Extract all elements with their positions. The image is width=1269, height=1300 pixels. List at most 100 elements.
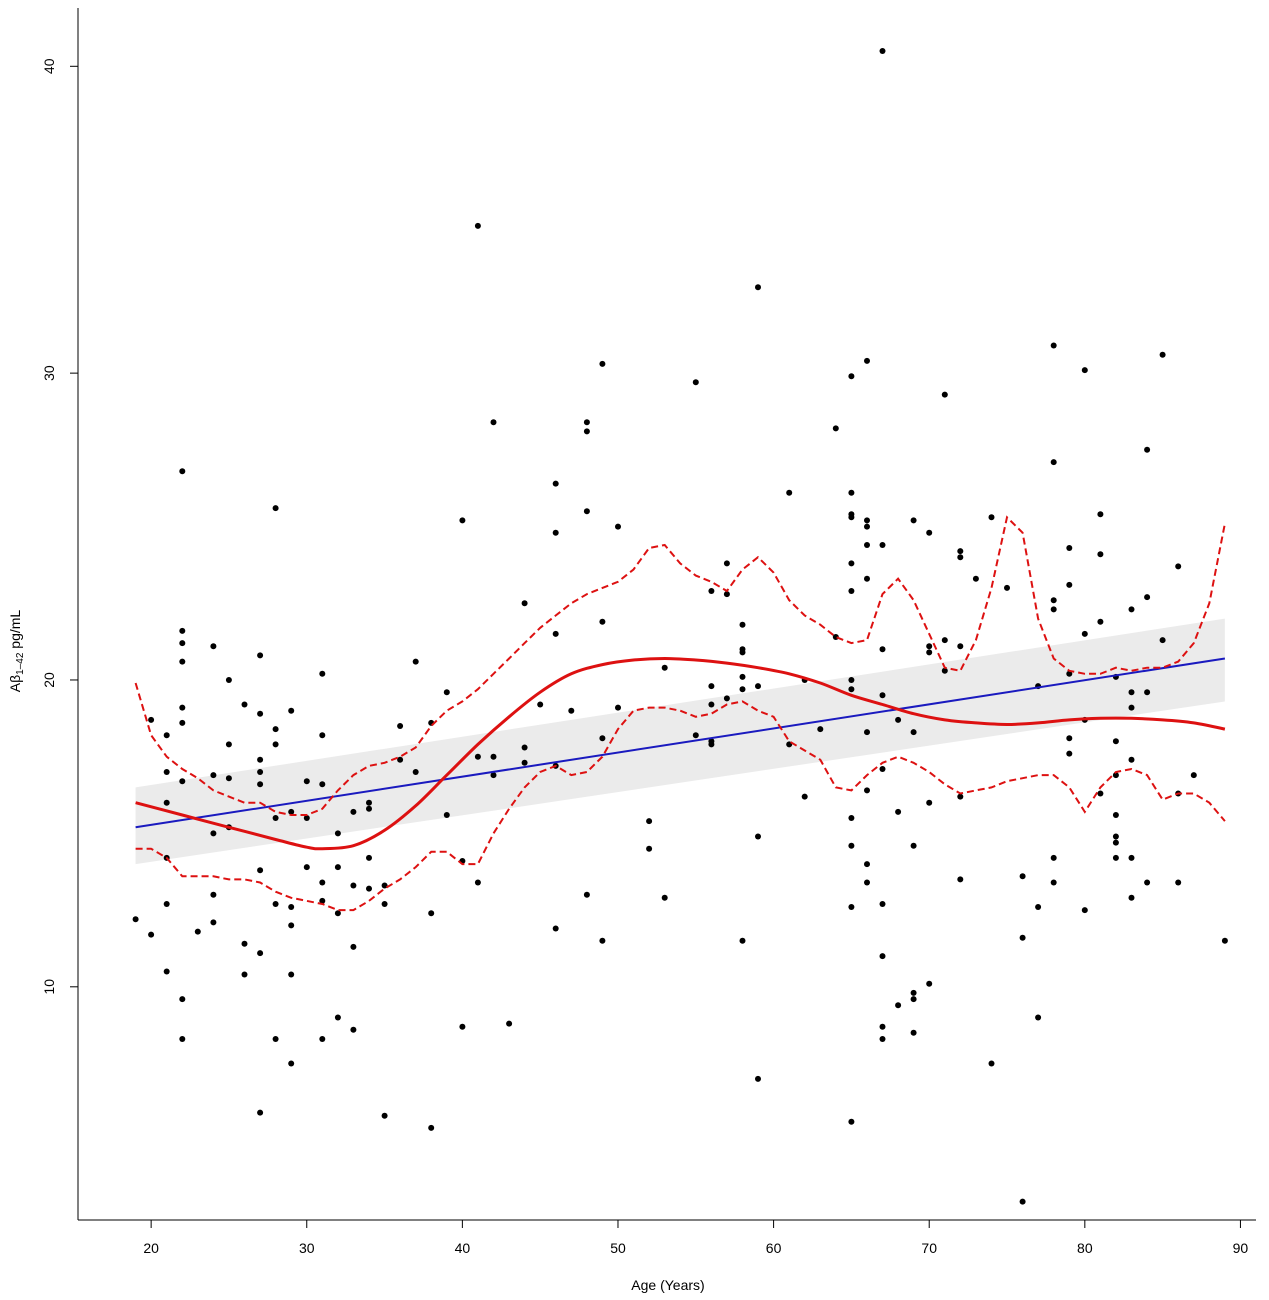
data-point bbox=[521, 744, 528, 751]
y-axis-title-unit: pg/mL bbox=[7, 610, 23, 653]
data-point bbox=[552, 630, 559, 637]
data-point bbox=[381, 882, 388, 889]
data-point bbox=[957, 793, 964, 800]
data-point bbox=[1128, 606, 1135, 613]
data-point bbox=[926, 643, 933, 650]
data-point bbox=[288, 808, 295, 815]
data-point bbox=[832, 425, 839, 432]
data-point bbox=[1144, 689, 1151, 696]
data-point bbox=[257, 710, 264, 717]
x-tick-label: 80 bbox=[1077, 1240, 1093, 1256]
data-point bbox=[163, 968, 170, 975]
data-point bbox=[552, 480, 559, 487]
data-point bbox=[895, 808, 902, 815]
data-point bbox=[428, 910, 435, 917]
data-point bbox=[864, 517, 870, 524]
y-axis-title: Aβ1–42 pg/mL bbox=[7, 610, 26, 693]
data-point bbox=[288, 922, 295, 929]
data-point bbox=[1066, 670, 1073, 677]
data-point bbox=[1112, 812, 1119, 818]
data-point bbox=[319, 897, 326, 904]
data-point bbox=[366, 854, 372, 861]
data-point bbox=[692, 732, 699, 739]
data-point bbox=[443, 812, 450, 818]
data-point bbox=[646, 818, 653, 825]
data-point bbox=[739, 937, 746, 944]
data-point bbox=[1128, 689, 1135, 696]
data-point bbox=[366, 805, 372, 812]
data-point bbox=[864, 787, 870, 794]
data-point bbox=[1112, 833, 1119, 840]
data-point bbox=[988, 514, 995, 521]
data-point bbox=[179, 996, 186, 1003]
x-tick-label: 60 bbox=[766, 1240, 782, 1256]
data-point bbox=[1159, 637, 1166, 644]
data-point bbox=[848, 815, 855, 821]
data-point bbox=[552, 529, 559, 536]
data-point bbox=[1112, 772, 1119, 779]
data-points-layer bbox=[132, 48, 1228, 1205]
data-point bbox=[848, 514, 855, 521]
x-tick-label: 90 bbox=[1233, 1240, 1249, 1256]
data-point bbox=[941, 637, 948, 644]
y-axis-title-main: Aβ bbox=[7, 675, 23, 692]
data-point bbox=[864, 523, 870, 530]
data-point bbox=[1097, 618, 1104, 625]
data-point bbox=[350, 882, 357, 889]
data-point bbox=[910, 517, 917, 524]
data-point bbox=[848, 842, 855, 849]
data-point bbox=[288, 1060, 295, 1067]
data-point bbox=[739, 621, 746, 628]
data-point bbox=[723, 560, 730, 567]
data-point bbox=[957, 643, 964, 650]
data-point bbox=[148, 931, 155, 938]
data-point bbox=[288, 971, 295, 978]
data-point bbox=[1081, 367, 1088, 374]
data-point bbox=[692, 379, 699, 386]
data-point bbox=[210, 643, 217, 650]
data-point bbox=[350, 943, 357, 950]
data-point bbox=[879, 542, 886, 548]
linear-fit-line bbox=[135, 657, 1226, 829]
data-point bbox=[864, 879, 870, 886]
data-point bbox=[474, 222, 481, 229]
data-point bbox=[179, 640, 186, 647]
data-point bbox=[490, 772, 497, 779]
data-point bbox=[1050, 459, 1057, 466]
axes-layer: 20 30 40 50 60 70 80 90 10 20 30 40 bbox=[41, 8, 1256, 1256]
data-point bbox=[1050, 606, 1057, 613]
data-point bbox=[583, 891, 590, 898]
data-point bbox=[926, 529, 933, 536]
x-axis-title: Age (Years) bbox=[631, 1277, 704, 1293]
data-point bbox=[786, 489, 793, 496]
data-point bbox=[864, 357, 870, 364]
fit-lines-layer bbox=[134, 515, 1226, 912]
data-point bbox=[1112, 839, 1119, 846]
data-point bbox=[1019, 934, 1026, 941]
data-point bbox=[615, 704, 621, 711]
data-point bbox=[879, 1036, 886, 1042]
data-point bbox=[615, 523, 621, 530]
data-point bbox=[895, 716, 902, 723]
data-point bbox=[272, 505, 279, 512]
data-point bbox=[708, 701, 715, 708]
data-point bbox=[1050, 342, 1057, 349]
data-point bbox=[661, 894, 668, 901]
data-point bbox=[864, 729, 870, 736]
data-point bbox=[879, 692, 886, 699]
data-point bbox=[848, 1118, 855, 1125]
data-point bbox=[910, 1029, 917, 1036]
data-point bbox=[257, 867, 264, 874]
y-tick-label: 30 bbox=[41, 365, 57, 381]
data-point bbox=[179, 1036, 186, 1042]
data-point bbox=[879, 766, 886, 772]
data-point bbox=[972, 575, 979, 582]
data-point bbox=[1175, 879, 1182, 886]
data-point bbox=[257, 769, 264, 775]
data-point bbox=[241, 971, 248, 978]
data-point bbox=[163, 799, 170, 806]
spline-fit-line bbox=[135, 656, 1226, 851]
x-tick-label: 40 bbox=[455, 1240, 471, 1256]
data-point bbox=[459, 1023, 466, 1030]
